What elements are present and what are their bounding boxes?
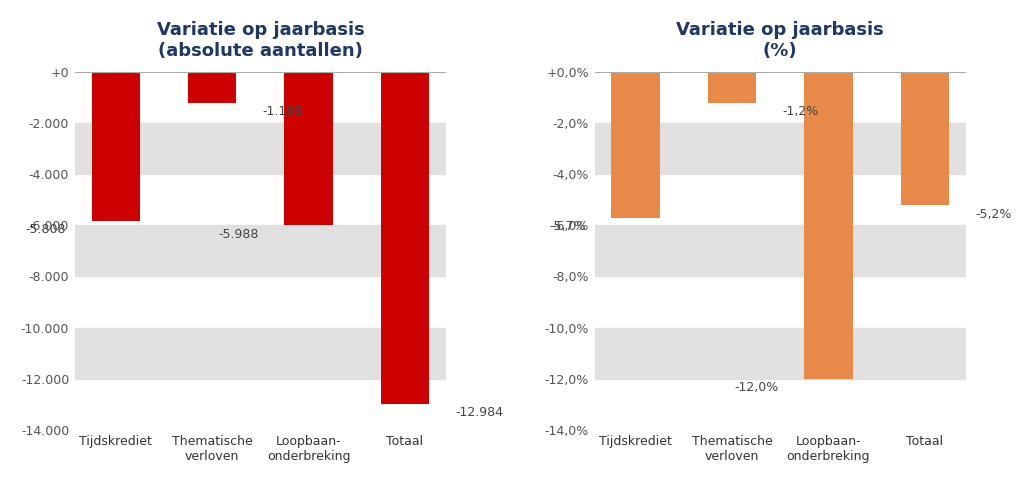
Bar — [611, 72, 659, 218]
Text: -5,2%: -5,2% — [975, 208, 1011, 221]
Text: -12,0%: -12,0% — [734, 381, 778, 394]
Text: -1.188: -1.188 — [262, 105, 302, 118]
Bar — [381, 72, 429, 404]
Title: Variatie op jaarbasis
(absolute aantallen): Variatie op jaarbasis (absolute aantalle… — [157, 21, 364, 60]
Title: Variatie op jaarbasis
(%): Variatie op jaarbasis (%) — [676, 21, 884, 60]
Bar — [188, 72, 236, 103]
Bar — [92, 72, 140, 221]
Bar — [594, 123, 966, 174]
Bar — [708, 72, 756, 103]
Bar — [804, 72, 852, 378]
Text: -12.984: -12.984 — [455, 406, 504, 419]
Bar — [594, 328, 966, 378]
Text: -5,7%: -5,7% — [549, 220, 585, 233]
Bar — [901, 72, 949, 205]
Bar — [74, 123, 446, 174]
Text: -5.988: -5.988 — [218, 227, 258, 241]
Bar — [594, 226, 966, 276]
Bar — [285, 72, 332, 225]
Text: -1,2%: -1,2% — [782, 106, 818, 119]
Bar — [74, 328, 446, 378]
Bar — [74, 226, 446, 276]
Text: -5.808: -5.808 — [25, 223, 66, 236]
